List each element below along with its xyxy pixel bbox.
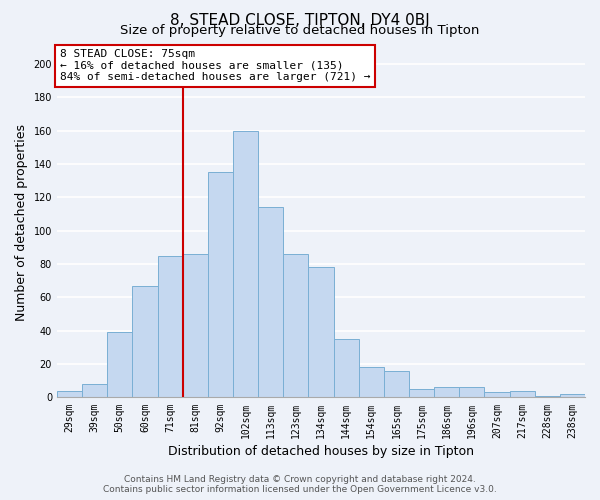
Bar [484,392,509,398]
Bar [133,286,158,398]
Bar [384,371,409,398]
Bar [334,339,359,398]
Bar [434,388,459,398]
Bar [208,172,233,398]
X-axis label: Distribution of detached houses by size in Tipton: Distribution of detached houses by size … [168,444,474,458]
Bar [560,394,585,398]
Bar [359,368,384,398]
Text: Size of property relative to detached houses in Tipton: Size of property relative to detached ho… [121,24,479,37]
Bar [107,332,133,398]
Bar [308,268,334,398]
Bar [509,391,535,398]
Text: Contains HM Land Registry data © Crown copyright and database right 2024.
Contai: Contains HM Land Registry data © Crown c… [103,474,497,494]
Text: 8 STEAD CLOSE: 75sqm
← 16% of detached houses are smaller (135)
84% of semi-deta: 8 STEAD CLOSE: 75sqm ← 16% of detached h… [59,49,370,82]
Bar [182,254,208,398]
Bar [158,256,182,398]
Bar [535,396,560,398]
Bar [283,254,308,398]
Y-axis label: Number of detached properties: Number of detached properties [15,124,28,321]
Bar [57,391,82,398]
Bar [409,389,434,398]
Bar [82,384,107,398]
Bar [258,208,283,398]
Bar [233,131,258,398]
Bar [459,388,484,398]
Text: 8, STEAD CLOSE, TIPTON, DY4 0BJ: 8, STEAD CLOSE, TIPTON, DY4 0BJ [170,12,430,28]
